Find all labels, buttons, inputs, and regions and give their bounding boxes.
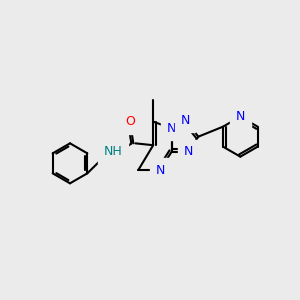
Text: N: N — [155, 164, 165, 176]
Text: N: N — [167, 122, 176, 135]
Text: N: N — [184, 145, 193, 158]
Text: N: N — [180, 113, 190, 127]
Text: NH: NH — [104, 145, 123, 158]
Text: N: N — [236, 110, 245, 123]
Text: O: O — [125, 115, 135, 128]
